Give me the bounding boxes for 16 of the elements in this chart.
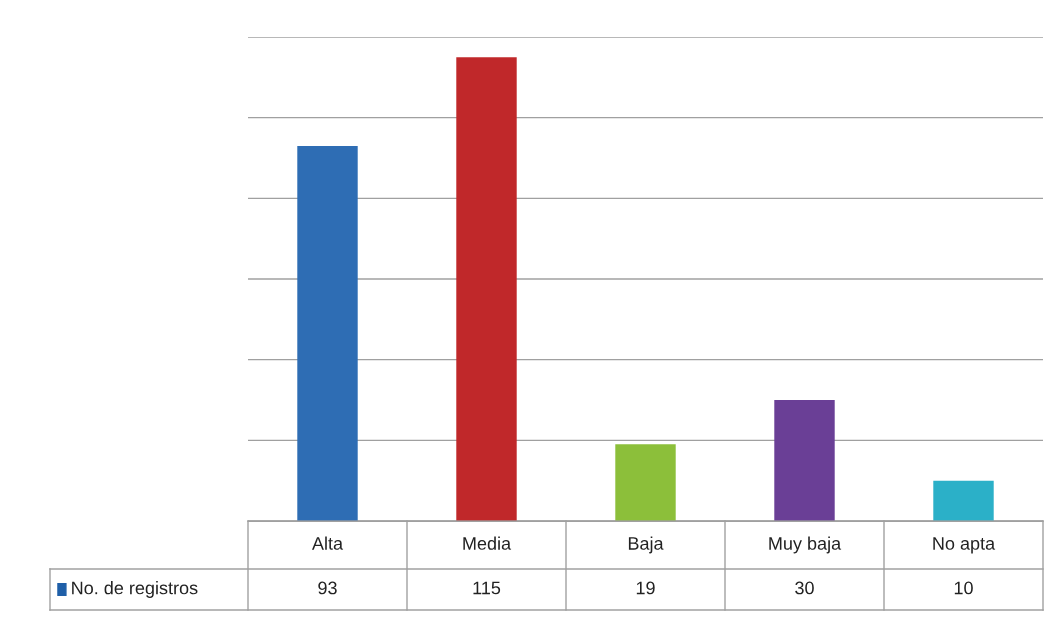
data-label: 19: [636, 581, 655, 595]
bar: [774, 400, 835, 521]
bar: [456, 57, 517, 521]
x-tick-label: Muy baja: [769, 536, 842, 554]
data-label: 10: [954, 581, 973, 595]
legend-label: No. de registros: [72, 581, 198, 598]
x-tick-label: No apta: [933, 537, 996, 554]
x-tick-label: Baja: [628, 536, 664, 554]
data-label: 30: [795, 581, 814, 595]
data-label: 93: [318, 581, 337, 595]
bar: [297, 145, 358, 521]
bar: [615, 444, 676, 521]
data-label: 115: [473, 581, 501, 595]
bar: [933, 480, 994, 521]
x-tick-label: Alta: [311, 536, 344, 550]
x-tick-label: Media: [463, 536, 512, 550]
